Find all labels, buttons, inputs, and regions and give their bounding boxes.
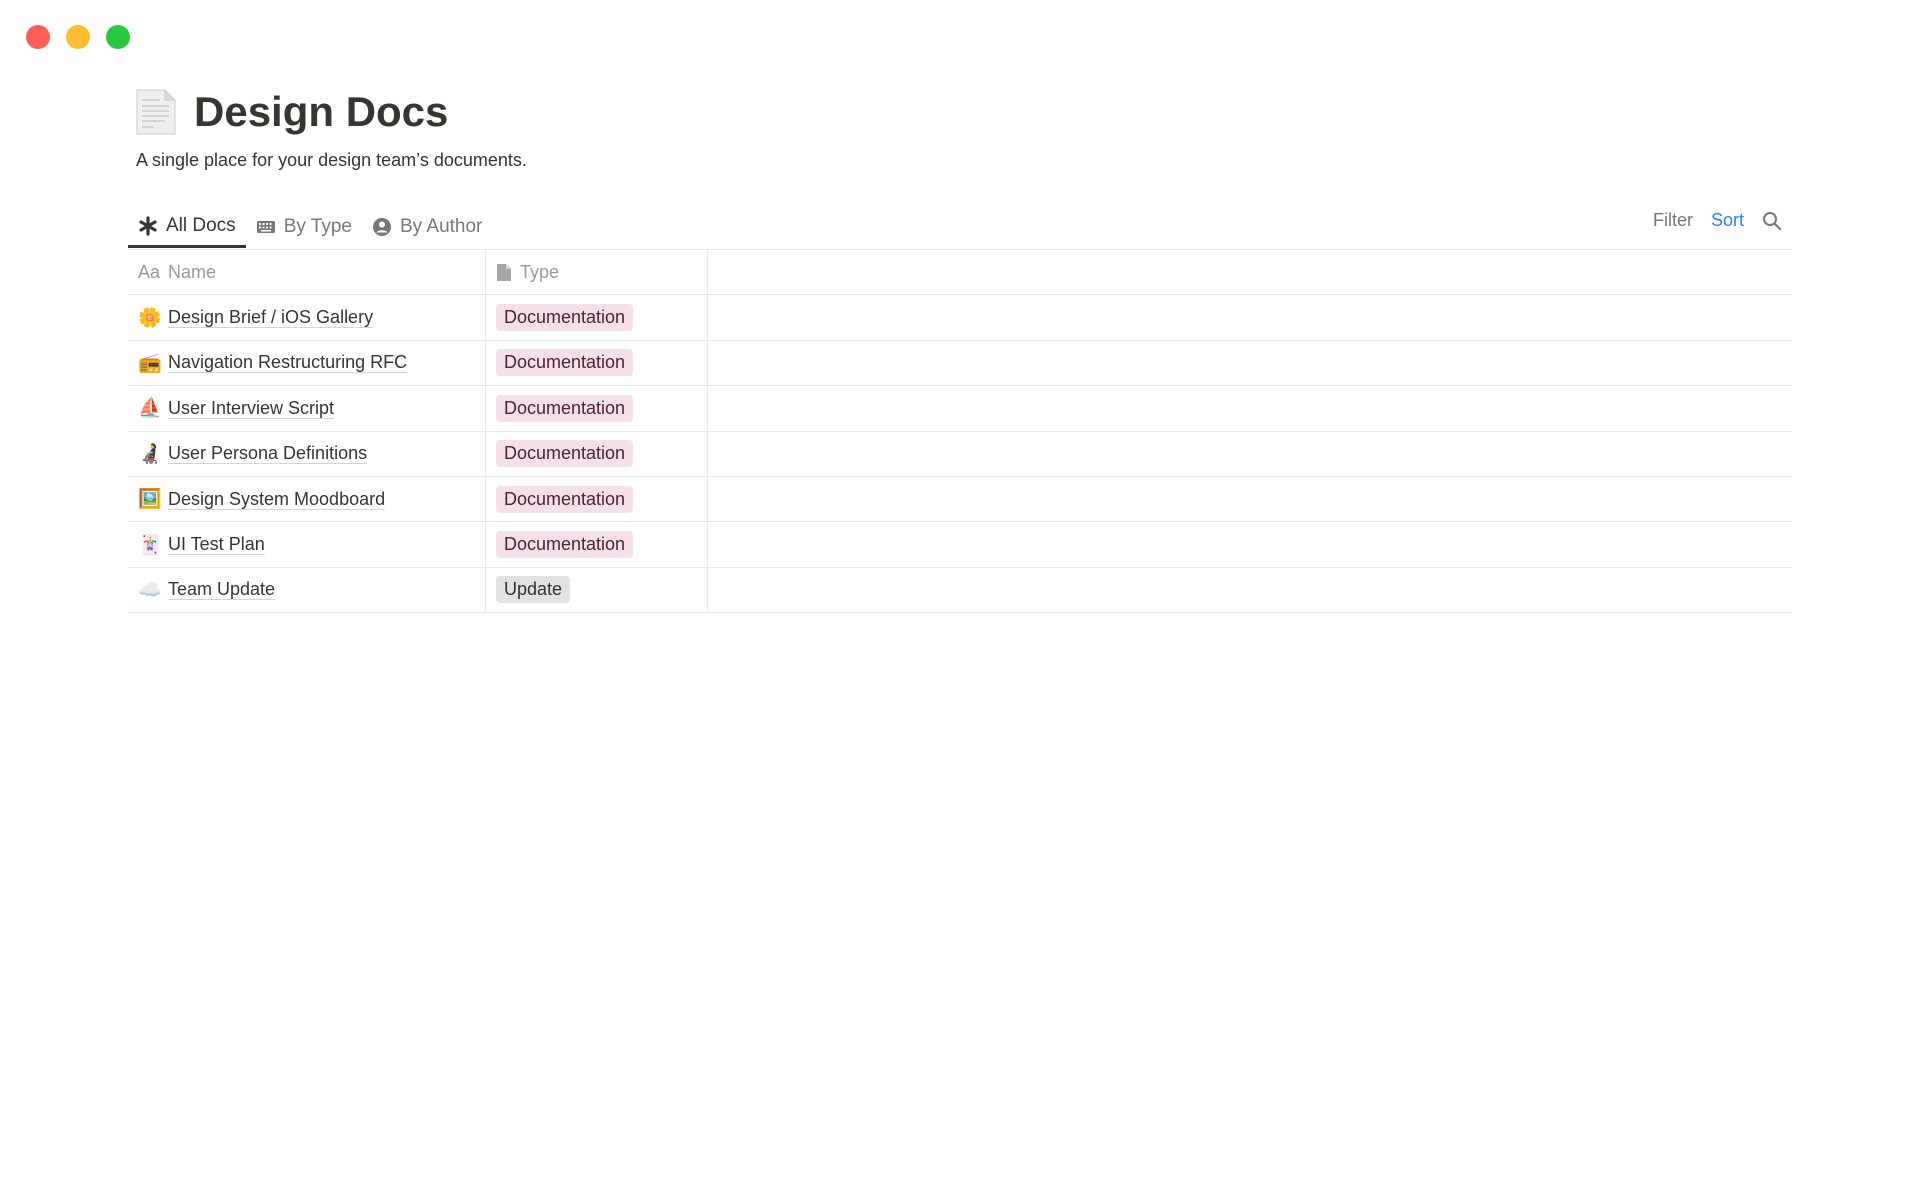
table-row[interactable]: 📻 Navigation Restructuring RFC Documentati… — [128, 340, 1792, 387]
doc-title-link[interactable]: UI Test Plan — [168, 534, 265, 556]
name-cell[interactable]: 👩‍🦼 User Persona Definitions — [128, 431, 486, 476]
page-emoji-icon: 📻 — [138, 352, 162, 374]
tab-label: All Docs — [166, 214, 236, 236]
page-emoji-icon: 🌼 — [138, 307, 162, 329]
name-cell[interactable]: 🌼 Design Brief / iOS Gallery — [128, 295, 486, 340]
doc-title-link[interactable]: Team Update — [168, 579, 276, 601]
view-actions: Filter Sort — [1653, 210, 1782, 231]
table-row[interactable]: 👩‍🦼 User Persona Definitions Documentation — [128, 431, 1792, 477]
type-cell[interactable]: Documentation — [486, 386, 708, 431]
window-minimize-button[interactable] — [66, 25, 90, 49]
text-property-icon: Aa — [138, 261, 161, 282]
type-cell[interactable]: Documentation — [486, 340, 708, 386]
tab-by-type[interactable]: By Type — [246, 206, 362, 248]
type-tag: Documentation — [496, 394, 634, 422]
type-tag: Documentation — [496, 349, 634, 377]
type-cell[interactable]: Documentation — [486, 522, 708, 567]
doc-title-link[interactable]: User Interview Script — [168, 397, 335, 419]
page-emoji-icon: 👩‍🦼 — [138, 443, 162, 465]
name-cell[interactable]: ⛵ User Interview Script — [128, 386, 486, 431]
type-tag: Update — [496, 576, 571, 604]
page-emoji-icon: 🖼️ — [138, 489, 162, 511]
tab-all-docs[interactable]: All Docs — [128, 206, 246, 248]
doc-title-link[interactable]: Design Brief / iOS Gallery — [168, 307, 374, 329]
type-cell[interactable]: Documentation — [486, 295, 708, 340]
column-header-name[interactable]: Aa Name — [128, 250, 486, 295]
window-close-button[interactable] — [26, 25, 50, 49]
tab-by-author[interactable]: By Author — [362, 206, 492, 248]
page-description: A single place for your design team’s do… — [136, 150, 527, 170]
view-tabs: All Docs By Type By Author — [128, 206, 492, 248]
user-circle-icon — [373, 218, 391, 236]
page-emoji-icon: 🃏 — [138, 534, 162, 556]
tab-label: By Type — [283, 216, 352, 237]
page-title: Design Docs — [194, 88, 449, 135]
tab-label: By Author — [400, 216, 483, 237]
type-cell[interactable]: Update — [486, 567, 708, 613]
type-tag: Documentation — [496, 485, 634, 513]
asterisk-icon — [139, 215, 157, 236]
table-row[interactable]: 🃏 UI Test Plan Documentation — [128, 522, 1792, 568]
keyboard-icon — [256, 221, 275, 233]
type-tag: Documentation — [496, 304, 634, 332]
column-header-type[interactable]: Type — [486, 250, 708, 295]
sort-button[interactable]: Sort — [1710, 210, 1744, 230]
page-emoji-icon: ⛵ — [138, 398, 162, 420]
name-cell[interactable]: 📻 Navigation Restructuring RFC — [128, 340, 486, 386]
type-tag: Documentation — [496, 531, 634, 559]
type-tag: Documentation — [496, 440, 634, 468]
search-icon[interactable] — [1762, 211, 1782, 231]
table-header: Aa Name Type — [128, 250, 1792, 296]
table-row[interactable]: ☁️ Team Update Update — [128, 567, 1792, 614]
page-facing-up-icon — [136, 89, 176, 135]
filter-button[interactable]: Filter — [1652, 210, 1693, 230]
type-cell[interactable]: Documentation — [486, 431, 708, 476]
column-label: Type — [520, 261, 560, 282]
doc-title-link[interactable]: Navigation Restructuring RFC — [168, 352, 408, 374]
table-row[interactable]: 🖼️ Design System Moodboard Documentation — [128, 476, 1792, 523]
column-label: Name — [168, 261, 217, 282]
table-row[interactable]: ⛵ User Interview Script Documentation — [128, 386, 1792, 432]
docs-table: Aa Name Type 🌼 Design Brief / iOS Gallery D… — [128, 249, 1792, 614]
doc-title-link[interactable]: User Persona Definitions — [168, 443, 368, 465]
table-row[interactable]: 🌼 Design Brief / iOS Gallery Documentation — [128, 295, 1792, 341]
name-cell[interactable]: 🃏 UI Test Plan — [128, 522, 486, 567]
doc-title-link[interactable]: Design System Moodboard — [168, 488, 386, 510]
name-cell[interactable]: 🖼️ Design System Moodboard — [128, 476, 486, 522]
window-maximize-button[interactable] — [106, 25, 130, 49]
type-cell[interactable]: Documentation — [486, 476, 708, 522]
document-icon — [497, 263, 511, 281]
page-emoji-icon: ☁️ — [138, 579, 162, 601]
name-cell[interactable]: ☁️ Team Update — [128, 567, 486, 613]
